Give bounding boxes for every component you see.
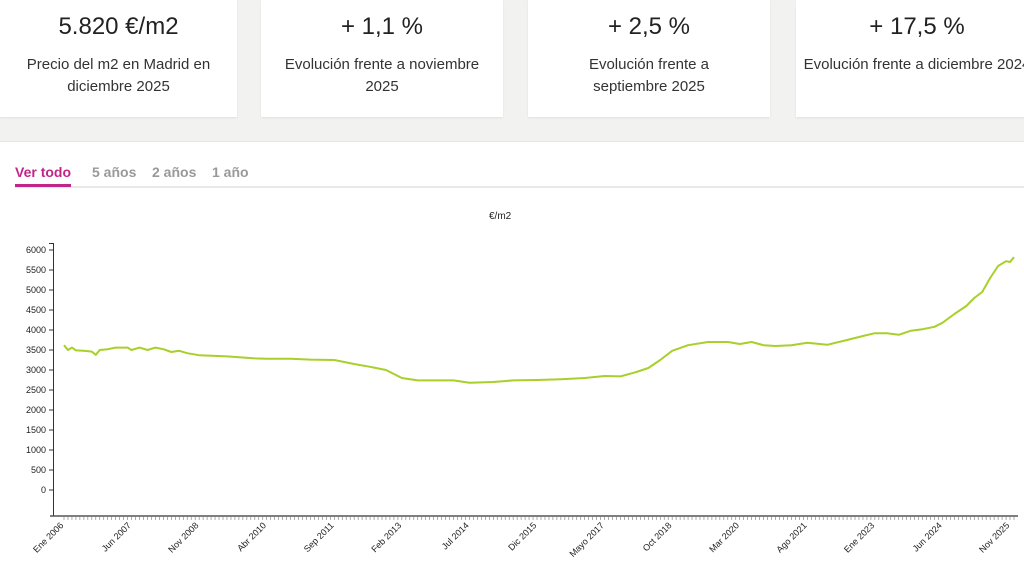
y-tick-label: 4000	[26, 325, 46, 335]
x-tick-label: Jun 2007	[100, 520, 133, 553]
x-tick-label: Jul 2014	[440, 520, 471, 551]
x-tick-label: Mayo 2017	[567, 520, 606, 559]
quarterly-change-card: + 2,5 % Evolución frente a septiembre 20…	[528, 0, 770, 117]
card-label: Evolución frente a noviembre 2025	[284, 56, 480, 95]
y-tick-label: 1500	[26, 425, 46, 435]
x-tick-label: Sep 2011	[302, 520, 336, 554]
x-tick-label: Jun 2024	[911, 520, 944, 553]
tab-2-anos[interactable]: 2 años	[152, 164, 197, 180]
y-tick-label: 6000	[26, 245, 46, 255]
x-tick-label: Abr 2010	[235, 520, 268, 553]
tab-ver-todo[interactable]: Ver todo	[15, 164, 72, 187]
card-label: Precio del m2 en Madrid en diciembre 202…	[26, 56, 211, 95]
x-tick-label: Oct 2018	[641, 520, 674, 553]
x-tick-label: Ene 2023	[842, 520, 876, 554]
y-tick-label: 5500	[26, 265, 46, 275]
x-tick-label: Ago 2021	[774, 520, 808, 554]
y-tick-label: 2500	[26, 385, 46, 395]
y-tick-label: 2000	[26, 405, 46, 415]
card-label: Evolución frente a diciembre 2024	[803, 56, 1024, 73]
summary-band: 5.820 €/m2 Precio del m2 en Madrid en di…	[0, 0, 1024, 142]
card-label: Evolución frente a septiembre 2025	[588, 56, 710, 95]
y-tick-label: 0	[41, 485, 46, 495]
x-tick-label: Feb 2013	[369, 520, 403, 554]
card-value: + 17,5 %	[869, 13, 965, 40]
y-tick-label: 500	[31, 465, 46, 475]
yearly-change-card: + 17,5 % Evolución frente a diciembre 20…	[796, 0, 1024, 117]
tab-1-ano[interactable]: 1 año	[212, 164, 249, 180]
y-tick-label: 5000	[26, 285, 46, 295]
x-tick-label: Ene 2006	[31, 520, 65, 554]
y-tick-label: 3500	[26, 345, 46, 355]
card-value: 5.820 €/m2	[58, 13, 179, 40]
price-card: 5.820 €/m2 Precio del m2 en Madrid en di…	[0, 0, 237, 117]
y-tick-label: 3000	[26, 365, 46, 375]
price-line-chart: 0 500 1000 1500 2000 2500 3000 3500 4000 4500 5000…	[26, 243, 1018, 559]
x-tick-label: Nov 2008	[166, 520, 200, 554]
x-tick-label: Nov 2025	[977, 520, 1011, 554]
x-tick-label: Dic 2015	[506, 520, 538, 552]
card-value: + 1,1 %	[340, 13, 424, 40]
y-tick-label: 4500	[26, 305, 46, 315]
x-tick-label: Mar 2020	[707, 520, 741, 554]
price-series-line	[63, 256, 1015, 384]
tab-5-anos[interactable]: 5 años	[92, 164, 137, 180]
card-value: + 2,5 %	[607, 13, 691, 40]
monthly-change-card: + 1,1 % Evolución frente a noviembre 202…	[261, 0, 503, 117]
range-tabs: Ver todo 5 años 2 años 1 año	[15, 160, 1024, 188]
y-tick-label: 1000	[26, 445, 46, 455]
y-axis-unit: €/m2	[489, 211, 512, 222]
